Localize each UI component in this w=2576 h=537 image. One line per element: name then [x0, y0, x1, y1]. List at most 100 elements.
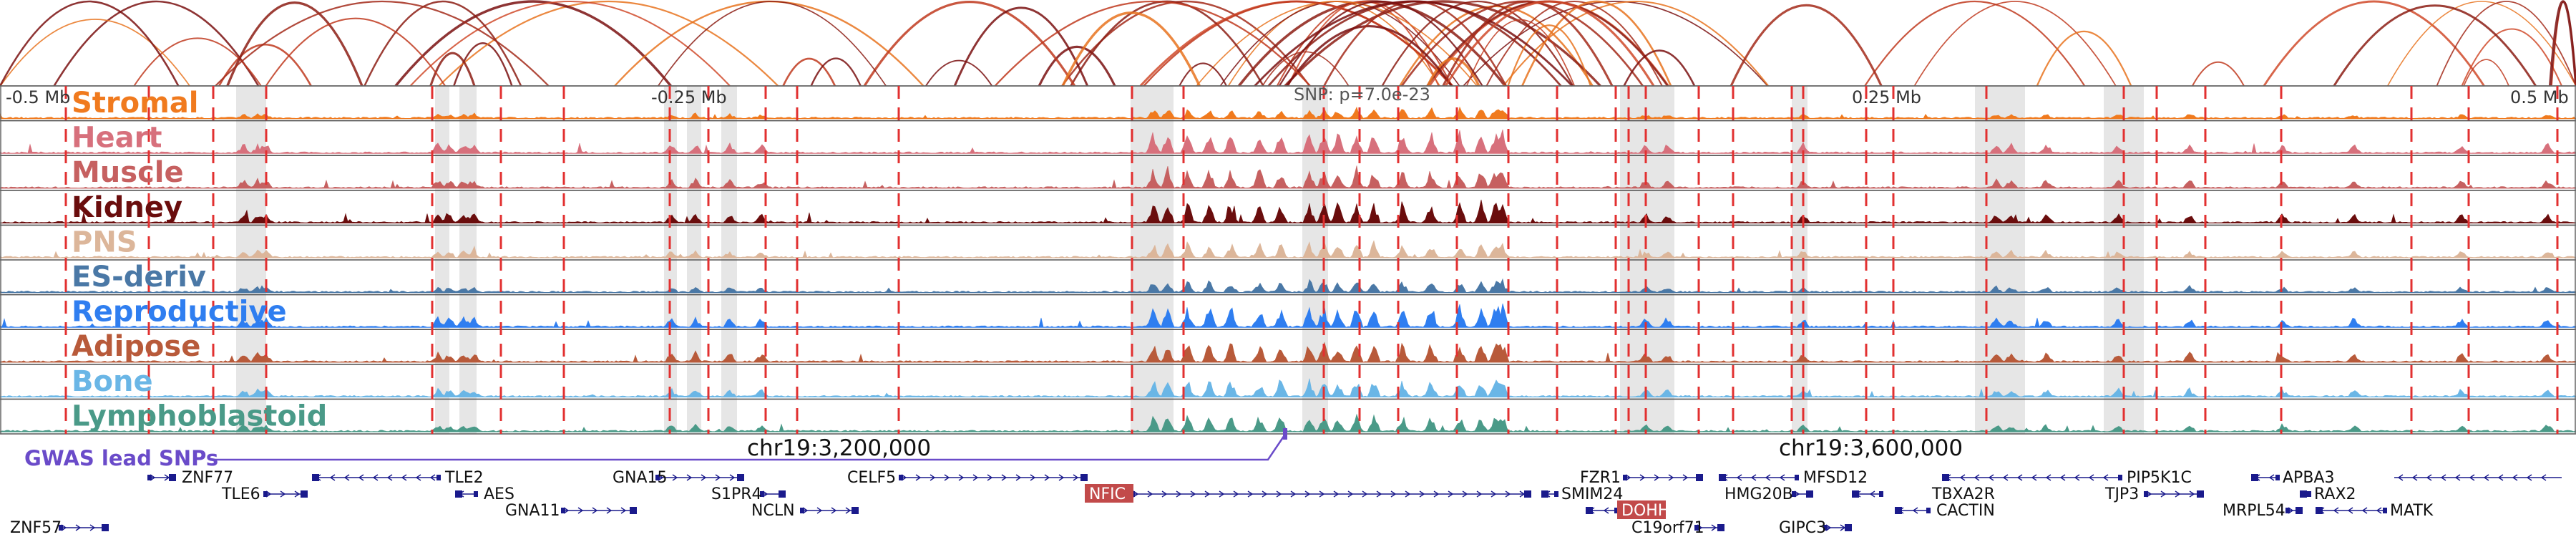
signal-muscle: [0, 165, 2576, 189]
interaction-arc: [810, 57, 862, 87]
strand-arrows: [802, 507, 852, 514]
gwas-connector-line: [212, 435, 1286, 461]
gene-c19orf71[interactable]: C19orf71: [1631, 519, 1724, 537]
interaction-arc: [2461, 28, 2562, 87]
gene-fzr1[interactable]: FZR1: [1580, 469, 1703, 487]
interaction-arc: [265, 17, 446, 87]
strand-arrows: [901, 474, 1079, 481]
gene-exon: [2300, 490, 2307, 498]
interaction-arc: [1444, 0, 1655, 87]
gene-mfsd12[interactable]: MFSD12: [1719, 469, 1868, 487]
interaction-arc: [1507, 24, 1591, 87]
gene-tle6[interactable]: TLE6: [221, 485, 308, 503]
gene-label: TLE6: [221, 485, 260, 503]
gene-celf5[interactable]: CELF5: [847, 469, 1088, 487]
gene-rax2[interactable]: RAX2: [2300, 485, 2356, 503]
interaction-arcs: [0, 0, 2576, 87]
track-label-adipose: Adipose: [72, 330, 200, 363]
gene-exon: [263, 491, 268, 497]
gene-exon: [2251, 474, 2258, 481]
gene-gna15[interactable]: GNA15: [613, 469, 744, 487]
gene-exon: [1554, 491, 1558, 497]
strand-arrows: [658, 474, 736, 481]
gene-hmg20b[interactable]: HMG20B: [1724, 485, 1813, 503]
gene-exon: [2307, 491, 2311, 497]
tracks-frame: [0, 85, 2576, 435]
position-label-0.25mb: 0.25 Mb: [1852, 87, 1921, 107]
gene-exon: [2296, 507, 2303, 514]
interaction-arc: [1038, 46, 1116, 87]
gene-exon: [1719, 474, 1726, 481]
gene-exon: [1541, 490, 1548, 498]
gene-exon: [1845, 524, 1852, 531]
track-adipose: [0, 329, 2576, 363]
track-label-bone: Bone: [72, 365, 153, 398]
gene-exon: [800, 508, 804, 513]
interaction-arc: [2036, 31, 2132, 87]
gene-exon: [1823, 525, 1828, 531]
gene-ncln[interactable]: NCLN: [751, 502, 859, 520]
interaction-arc: [2436, 1, 2576, 87]
interaction-arc: [1254, 0, 1574, 87]
gene-apba3[interactable]: APBA3: [2251, 469, 2334, 487]
gene-label: DOHH: [1621, 502, 1669, 520]
gene-exon: [1795, 475, 1799, 480]
track-label-lymphoblastoid: Lymphoblastoid: [72, 400, 327, 432]
gwas-snp-marker[interactable]: [1283, 428, 1287, 440]
interaction-arc: [133, 37, 262, 87]
gene-tbxa2r[interactable]: TBXA2R: [1852, 485, 1995, 503]
snp-pvalue-label: SNP: p=7.0e-23: [1294, 84, 1430, 105]
interaction-arc: [1729, 4, 1883, 87]
interaction-arc: [1623, 49, 1696, 87]
track-label-muscle: Muscle: [72, 156, 184, 189]
gene-label: MATK: [2390, 502, 2434, 520]
interaction-arc: [1381, 0, 1574, 87]
signal-tracks: [0, 85, 2576, 435]
interaction-arc: [1278, 0, 1483, 87]
gene-smim24[interactable]: SMIM24: [1541, 485, 1623, 503]
gene-gipc3[interactable]: GIPC3: [1779, 519, 1852, 537]
gene-gna11[interactable]: GNA11: [505, 502, 637, 520]
gene-label: NFIC: [1089, 485, 1126, 503]
interaction-arc: [429, 52, 476, 87]
gene-label: AES: [484, 485, 514, 503]
gene-mrpl54[interactable]: MRPL54: [2223, 502, 2303, 520]
interaction-arc: [2387, 1, 2576, 87]
gene-label: TJP3: [2104, 485, 2139, 503]
track-heart: [0, 120, 2576, 154]
gene-exon: [147, 475, 152, 480]
gene-znf77[interactable]: ZNF77: [147, 469, 233, 487]
position-label-minus-0.25mb: -0.25 Mb: [651, 87, 727, 107]
gene-matk[interactable]: MATK: [2316, 502, 2434, 520]
gene-label: CACTIN: [1936, 502, 1995, 520]
gene-dohh[interactable]: DOHH: [1586, 500, 1669, 520]
gene-exon: [474, 491, 478, 497]
track-stromal: [0, 85, 2576, 120]
interaction-arc: [1061, 11, 1201, 87]
gene-cactin[interactable]: CACTIN: [1895, 502, 1995, 520]
gene-tjp3[interactable]: TJP3: [2104, 485, 2204, 503]
track-pns: [0, 224, 2576, 258]
gene-pip5k1c[interactable]: PIP5K1C: [1942, 469, 2192, 487]
interaction-arc: [2549, 0, 2576, 87]
interaction-arc: [2463, 59, 2509, 87]
gene-s1pr4[interactable]: S1PR4: [711, 485, 786, 503]
gene-exon: [630, 507, 637, 514]
gene-exon: [301, 490, 308, 498]
gene-exon: [312, 474, 319, 481]
interaction-arc: [1284, 0, 1601, 87]
position-label-minus-0.5mb: -0.5 Mb: [6, 87, 70, 107]
gene-exon: [737, 474, 744, 481]
signal-heart: [0, 129, 2576, 154]
gene-nfic[interactable]: NFIC: [1085, 484, 1531, 503]
gene-znf57[interactable]: ZNF57: [10, 519, 109, 537]
gene-exon: [1926, 508, 1931, 513]
interaction-arc: [953, 6, 1089, 87]
gene-aes[interactable]: AES: [455, 485, 514, 503]
gene-tle2[interactable]: TLE2: [312, 469, 484, 487]
interaction-arc: [1262, 51, 1350, 87]
gene-exon: [1942, 474, 1949, 481]
interaction-arc: [394, 0, 672, 87]
gene-label: GIPC3: [1779, 519, 1826, 537]
